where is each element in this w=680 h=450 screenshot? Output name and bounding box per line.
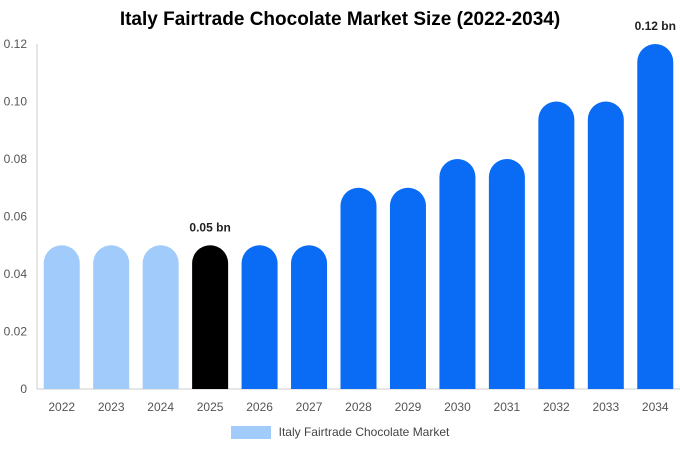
data-label-2025: 0.05 bn [189,220,230,234]
x-tick-label: 2025 [197,400,224,414]
bar-2031 [488,158,525,389]
chart-title: Italy Fairtrade Chocolate Market Size (2… [119,9,561,30]
x-tick-label: 2032 [543,400,570,414]
x-tick-label: 2027 [296,400,323,414]
y-tick-label: 0.10 [4,95,28,109]
bar-2033 [587,101,624,389]
legend[interactable]: Italy Fairtrade Chocolate Market [0,425,680,439]
bar-2024 [142,245,179,389]
bar-2023 [93,245,130,389]
bar-2030 [439,159,476,389]
y-tick-label: 0.06 [4,210,28,224]
bar-2026 [241,245,278,389]
x-tick-label: 2030 [444,400,471,414]
bar-2027 [291,245,328,389]
y-tick-label: 0.08 [4,152,28,166]
bar-2028 [340,187,377,389]
data-label-2034: 0.12 bn [635,19,676,33]
legend-swatch [230,425,271,439]
x-tick-label: 2026 [246,400,273,414]
x-tick-label: 2034 [642,400,669,414]
bar-2025 [192,245,229,389]
x-tick-label: 2029 [395,400,422,414]
y-tick-label: 0.04 [4,267,28,281]
x-tick-label: 2028 [345,400,372,414]
y-tick-label: 0.02 [4,325,28,339]
bar-2032 [538,101,575,389]
y-tick-label: 0.12 [4,37,28,51]
x-tick-label: 2024 [147,400,174,414]
x-tick-label: 2022 [48,400,75,414]
plot-area: 0 0.02 0.04 0.06 0.08 0.10 0.12 2022 2023 2024 202… [4,19,680,414]
x-tick-label: 2031 [494,400,521,414]
bar-2034 [637,44,674,389]
x-tick-label: 2023 [98,400,125,414]
x-tick-label: 2033 [592,400,619,414]
y-tick-label: 0 [20,382,27,396]
bar-2029 [389,187,426,389]
legend-label: Italy Fairtrade Chocolate Market [278,425,450,439]
bar-2022 [43,245,80,389]
